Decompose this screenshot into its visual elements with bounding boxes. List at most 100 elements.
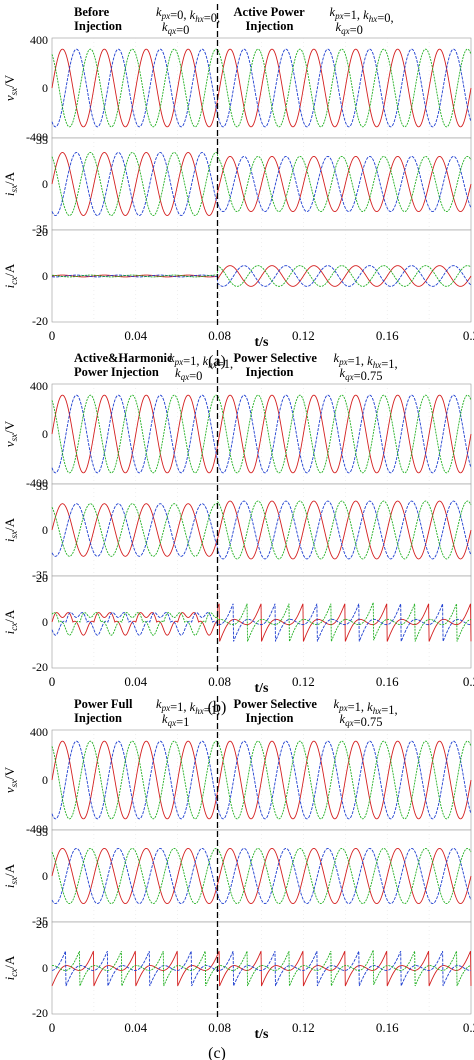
series-line-phase-b bbox=[51, 394, 472, 474]
x-axis-label: t/s bbox=[255, 1027, 270, 1042]
series-line-phase-a bbox=[51, 740, 472, 820]
y-tick-label: -35 bbox=[32, 914, 48, 928]
series-line-phase-b bbox=[51, 500, 472, 560]
series-line-phase-a bbox=[51, 500, 472, 560]
y-tick-label: 0 bbox=[42, 269, 48, 283]
y-tick-label: 20 bbox=[36, 571, 48, 585]
stage-params-line: kqx=0.75 bbox=[340, 712, 383, 729]
stage-title-line: Power Selective bbox=[234, 351, 318, 365]
stage-title-line: Power Selective bbox=[234, 697, 318, 711]
y-tick-label: 20 bbox=[36, 917, 48, 931]
x-tick-label: 0.08 bbox=[208, 328, 231, 343]
y-tick-label: 0 bbox=[42, 177, 48, 191]
y-tick-label: 400 bbox=[30, 33, 48, 47]
x-tick-label: 0.08 bbox=[208, 674, 231, 689]
y-axis-label: vsx/V bbox=[2, 74, 19, 101]
stage-params-line: kpx=1, khx=1, bbox=[334, 697, 398, 717]
x-tick-label: 0 bbox=[49, 674, 56, 689]
x-tick-label: 0.16 bbox=[376, 1020, 399, 1035]
y-tick-label: 400 bbox=[30, 725, 48, 739]
series-line-phase-a bbox=[51, 152, 472, 216]
y-tick-label: 0 bbox=[42, 523, 48, 537]
stage-title-line: Injection bbox=[246, 365, 294, 379]
y-tick-label: 400 bbox=[30, 379, 48, 393]
y-tick-label: -400 bbox=[26, 476, 48, 490]
y-axis-label: isx/A bbox=[2, 863, 19, 888]
x-tick-label: 0 bbox=[49, 328, 56, 343]
subplot-vsx: 400 0 -400 vsx/V bbox=[2, 379, 472, 490]
series-line-phase-c bbox=[51, 847, 472, 905]
y-tick-label: 0 bbox=[42, 773, 48, 787]
series-line-phase-b bbox=[51, 603, 472, 642]
series-line-phase-c bbox=[51, 394, 472, 474]
subplot-isx: 35 0 -35 isx/A bbox=[2, 479, 472, 582]
x-tick-label: 0.04 bbox=[124, 1020, 147, 1035]
y-tick-label: -20 bbox=[32, 1006, 48, 1020]
x-tick-label: 0.04 bbox=[124, 674, 147, 689]
y-tick-label: -35 bbox=[32, 222, 48, 236]
stage-params-line: kqx=0 bbox=[175, 366, 202, 383]
series-line-phase-c bbox=[51, 500, 472, 560]
x-tick-label: 0.2 bbox=[463, 1020, 474, 1035]
y-axis-label: vsx/V bbox=[2, 420, 19, 447]
series-line-phase-b bbox=[51, 740, 472, 820]
stage-params-line: kpx=0, khx=0, bbox=[156, 5, 220, 25]
series-line-phase-b bbox=[51, 847, 472, 905]
stage-params-line: kpx=1, khx=0, bbox=[330, 5, 394, 25]
y-axis-label: icx/A bbox=[2, 955, 19, 980]
stage-params-line: kqx=0 bbox=[336, 20, 363, 37]
stage-params-line: kpx=1, khx=1, bbox=[169, 351, 233, 371]
stage-params-line: kpx=1, khx=1, bbox=[334, 351, 398, 371]
y-tick-label: 0 bbox=[42, 961, 48, 975]
x-tick-label: 0 bbox=[49, 1020, 56, 1035]
y-axis-label: isx/A bbox=[2, 171, 19, 196]
x-tick-label: 0.12 bbox=[292, 1020, 315, 1035]
series-line-phase-a bbox=[51, 950, 472, 987]
stage-params-line: kqx=0 bbox=[162, 20, 189, 37]
y-tick-label: -35 bbox=[32, 568, 48, 582]
series-line-phase-a bbox=[51, 48, 472, 128]
series-line-phase-a bbox=[51, 394, 472, 474]
series-line-phase-c bbox=[51, 949, 472, 987]
x-tick-label: 0.12 bbox=[292, 674, 315, 689]
x-tick-label: 0.2 bbox=[463, 328, 474, 343]
y-axis-label: vsx/V bbox=[2, 766, 19, 793]
y-axis-label: isx/A bbox=[2, 517, 19, 542]
subplot-isx: 35 0 -35 isx/A bbox=[2, 825, 472, 928]
stage-params-line: kpx=1, khx=1, bbox=[156, 697, 220, 717]
series-line-phase-a bbox=[51, 847, 472, 905]
x-tick-label: 0.08 bbox=[208, 1020, 231, 1035]
series-line-phase-c bbox=[51, 740, 472, 820]
stage-title-line: Power Full bbox=[74, 697, 133, 711]
series-line-phase-b bbox=[51, 265, 472, 287]
subplot-icx: 20 0 -20 icx/A bbox=[2, 917, 472, 1020]
x-tick-label: 0.12 bbox=[292, 328, 315, 343]
x-tick-label: 0.16 bbox=[376, 328, 399, 343]
x-axis-label: t/s bbox=[255, 681, 270, 696]
subplot-isx: 35 0 -35 isx/A bbox=[2, 133, 472, 236]
y-tick-label: 20 bbox=[36, 225, 48, 239]
series-line-phase-c bbox=[51, 152, 472, 216]
x-tick-label: 0.2 bbox=[463, 674, 474, 689]
y-tick-label: 35 bbox=[36, 479, 48, 493]
y-tick-label: -400 bbox=[26, 822, 48, 836]
y-tick-label: 35 bbox=[36, 133, 48, 147]
stage-params-line: kqx=0.75 bbox=[340, 366, 383, 383]
y-tick-label: 0 bbox=[42, 81, 48, 95]
series-line-phase-a bbox=[51, 265, 472, 287]
stage-title-line: Injection bbox=[74, 19, 122, 33]
stage-title-line: Active&Harmonic bbox=[74, 351, 173, 365]
y-axis-label: icx/A bbox=[2, 263, 19, 288]
subplot-icx: 20 0 -20 icx/A bbox=[2, 571, 472, 674]
y-axis-label: icx/A bbox=[2, 609, 19, 634]
stage-title-line: Active Power bbox=[234, 5, 306, 19]
series-line-phase-b bbox=[51, 950, 472, 987]
stage-title-line: Injection bbox=[74, 711, 122, 725]
stage-params-line: kqx=1 bbox=[162, 712, 189, 729]
y-tick-label: -20 bbox=[32, 314, 48, 328]
